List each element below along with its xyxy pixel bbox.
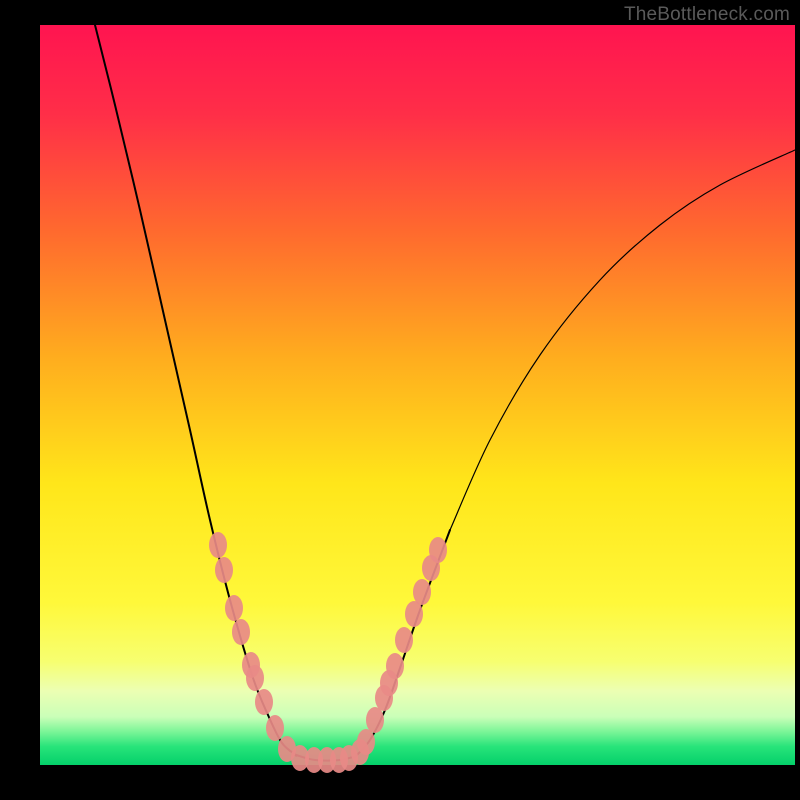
frame: TheBottleneck.com: [0, 0, 800, 800]
curve-marker: [232, 619, 250, 645]
curve-marker: [246, 665, 264, 691]
curve-marker: [429, 537, 447, 563]
curve-marker: [395, 627, 413, 653]
curve-marker: [413, 579, 431, 605]
curve-marker: [255, 689, 273, 715]
chart-gradient-background: [40, 25, 795, 765]
curve-marker: [405, 601, 423, 627]
curve-marker: [266, 715, 284, 741]
curve-marker: [366, 707, 384, 733]
curve-marker: [357, 729, 375, 755]
curve-marker: [209, 532, 227, 558]
watermark-text: TheBottleneck.com: [624, 4, 790, 26]
curve-marker: [386, 653, 404, 679]
bottleneck-chart: [0, 0, 800, 800]
curve-marker: [215, 557, 233, 583]
curve-marker: [225, 595, 243, 621]
